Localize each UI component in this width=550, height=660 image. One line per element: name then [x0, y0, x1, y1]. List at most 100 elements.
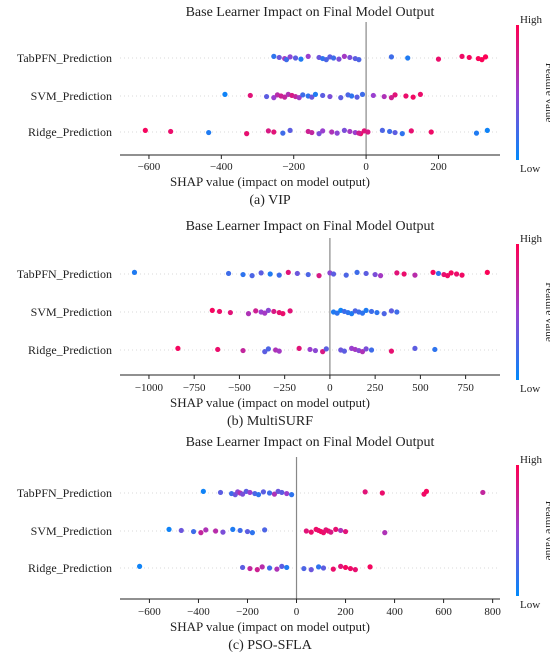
shap-point: [388, 308, 395, 314]
shap-point: [137, 563, 143, 569]
shap-point: [287, 54, 293, 60]
chart-panel-1: Base Learner Impact on Final Model Outpu…: [17, 5, 550, 208]
shap-point: [271, 308, 277, 315]
shap-point: [258, 270, 264, 276]
shap-point: [320, 92, 326, 99]
x-tick-label: −400: [187, 606, 210, 618]
shap-point: [359, 349, 366, 355]
shap-point: [338, 95, 344, 101]
shap-point: [408, 128, 414, 134]
shap-point: [265, 346, 271, 352]
shap-point: [255, 492, 262, 498]
shap-point: [296, 345, 302, 351]
shap-point: [394, 270, 400, 276]
shap-point: [349, 311, 355, 317]
shap-point: [359, 91, 366, 97]
shap-point: [473, 130, 480, 136]
shap-point: [200, 488, 206, 494]
shap-point: [423, 488, 430, 494]
shap-point: [432, 346, 438, 353]
colorbar-title: Feature value: [543, 501, 550, 561]
figure-caption: (b) MultiSURF: [227, 414, 313, 429]
shap-point: [298, 56, 304, 62]
colorbar-low-label: Low: [520, 163, 540, 175]
shap-point: [168, 128, 174, 135]
shap-point: [382, 530, 388, 536]
shap-point: [266, 565, 273, 571]
shap-point: [453, 271, 460, 277]
feature-label: TabPFN_Prediction: [17, 51, 112, 65]
shap-point: [329, 129, 335, 135]
shap-point: [341, 127, 347, 133]
feature-label: TabPFN_Prediction: [17, 267, 112, 281]
x-axis-label: SHAP value (impact on model output): [170, 174, 370, 189]
x-tick-label: −200: [236, 606, 259, 618]
shap-point: [336, 56, 342, 62]
x-tick-label: 750: [457, 382, 474, 394]
colorbar-title: Feature value: [543, 63, 550, 123]
shap-point: [284, 564, 290, 571]
feature-label: SVM_Prediction: [31, 89, 112, 103]
shap-point: [388, 348, 395, 354]
shap-point: [387, 128, 393, 135]
colorbar-gradient: [516, 465, 519, 596]
shap-point: [356, 57, 362, 63]
shap-point: [342, 528, 349, 535]
shap-point: [334, 130, 340, 136]
shap-point: [330, 271, 337, 277]
colorbar: High Low Feature value: [516, 233, 550, 395]
shap-point: [227, 309, 233, 316]
feature-label: Ridge_Prediction: [28, 125, 112, 139]
shap-point: [271, 95, 277, 101]
shap-point: [213, 528, 219, 534]
shap-point: [287, 127, 293, 133]
shap-point: [216, 308, 223, 315]
shap-point: [294, 270, 300, 277]
shap-point: [237, 527, 243, 534]
colorbar-title: Feature value: [543, 282, 550, 342]
shap-point: [305, 271, 311, 278]
shap-point: [309, 94, 315, 100]
shap-point: [271, 491, 278, 497]
shap-point: [262, 349, 268, 355]
shap-point: [334, 310, 340, 316]
colorbar-high-label: High: [520, 233, 543, 245]
shap-point: [327, 93, 333, 100]
x-tick-label: −600: [138, 161, 161, 173]
x-tick-label: 400: [386, 606, 403, 618]
colorbar-low-label: Low: [520, 599, 540, 611]
shap-point: [412, 272, 418, 278]
shap-point: [292, 55, 299, 61]
shap-point: [296, 95, 302, 101]
shap-point: [459, 53, 465, 59]
shap-point: [265, 128, 271, 134]
shap-point: [254, 567, 260, 573]
shap-point: [316, 273, 322, 279]
shap-point: [266, 490, 273, 496]
shap-point: [320, 128, 326, 134]
shap-point: [279, 489, 285, 496]
shap-point: [379, 127, 385, 133]
shap-point: [131, 269, 138, 275]
shap-point: [338, 527, 344, 534]
shap-point: [410, 94, 416, 100]
chart-title: Base Learner Impact on Final Model Outpu…: [186, 435, 435, 450]
colorbar-high-label: High: [520, 14, 543, 26]
shap-point: [283, 57, 290, 63]
shap-point: [309, 129, 315, 136]
x-tick-label: 800: [484, 606, 501, 618]
shap-point: [435, 56, 442, 62]
shap-point: [312, 91, 319, 97]
shap-point: [399, 131, 405, 137]
colorbar: High Low Feature value: [516, 454, 550, 611]
shap-point: [370, 92, 376, 99]
shap-point: [356, 130, 362, 136]
shap-point: [363, 307, 369, 313]
shap-point: [365, 129, 371, 135]
shap-point: [303, 528, 309, 534]
shap-point: [367, 564, 373, 570]
x-tick-label: −1000: [135, 382, 164, 394]
shap-point: [287, 308, 293, 314]
shap-point: [282, 94, 288, 100]
shap-point: [352, 567, 358, 573]
